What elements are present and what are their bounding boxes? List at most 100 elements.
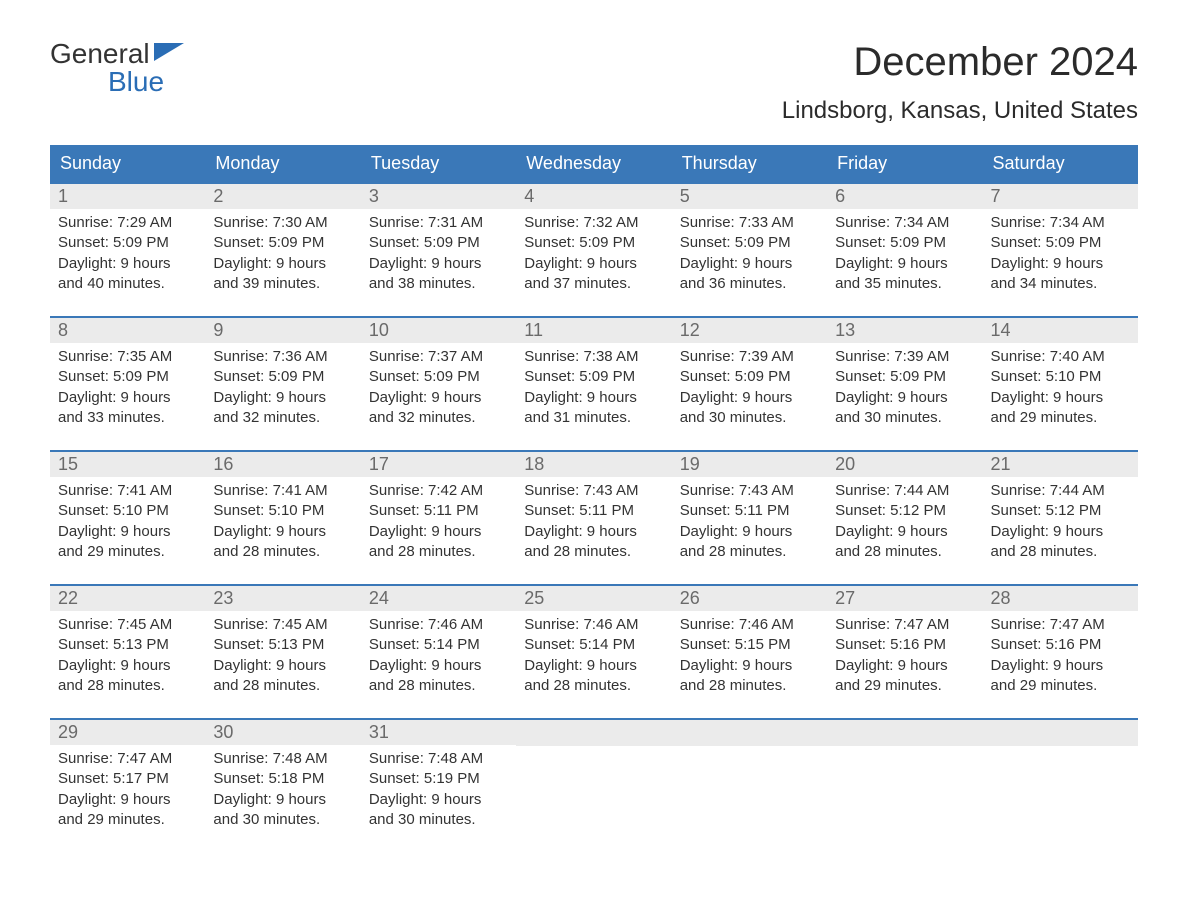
daylight-text-line2: and 32 minutes.	[213, 408, 352, 428]
day-number: 31	[361, 720, 516, 745]
sunset-text: Sunset: 5:14 PM	[369, 635, 508, 655]
day-content: Sunrise: 7:47 AMSunset: 5:17 PMDaylight:…	[50, 745, 205, 834]
day-content: Sunrise: 7:47 AMSunset: 5:16 PMDaylight:…	[827, 611, 982, 700]
daylight-text-line1: Daylight: 9 hours	[524, 656, 663, 676]
day-cell: 17Sunrise: 7:42 AMSunset: 5:11 PMDayligh…	[361, 452, 516, 582]
daylight-text-line2: and 28 minutes.	[213, 676, 352, 696]
daylight-text-line1: Daylight: 9 hours	[680, 656, 819, 676]
sunset-text: Sunset: 5:10 PM	[991, 367, 1130, 387]
day-cell: 28Sunrise: 7:47 AMSunset: 5:16 PMDayligh…	[983, 586, 1138, 716]
day-content: Sunrise: 7:48 AMSunset: 5:19 PMDaylight:…	[361, 745, 516, 834]
sunset-text: Sunset: 5:18 PM	[213, 769, 352, 789]
day-number: 27	[827, 586, 982, 611]
day-number: 15	[50, 452, 205, 477]
day-number: 4	[516, 184, 671, 209]
sunset-text: Sunset: 5:09 PM	[835, 367, 974, 387]
day-number: 16	[205, 452, 360, 477]
sunrise-text: Sunrise: 7:46 AM	[524, 615, 663, 635]
sunrise-text: Sunrise: 7:32 AM	[524, 213, 663, 233]
day-content: Sunrise: 7:31 AMSunset: 5:09 PMDaylight:…	[361, 209, 516, 298]
day-cell: 22Sunrise: 7:45 AMSunset: 5:13 PMDayligh…	[50, 586, 205, 716]
day-cell: 14Sunrise: 7:40 AMSunset: 5:10 PMDayligh…	[983, 318, 1138, 448]
day-content: Sunrise: 7:38 AMSunset: 5:09 PMDaylight:…	[516, 343, 671, 432]
daylight-text-line2: and 29 minutes.	[835, 676, 974, 696]
sunrise-text: Sunrise: 7:45 AM	[58, 615, 197, 635]
sunset-text: Sunset: 5:09 PM	[58, 367, 197, 387]
day-content: Sunrise: 7:29 AMSunset: 5:09 PMDaylight:…	[50, 209, 205, 298]
sunrise-text: Sunrise: 7:34 AM	[991, 213, 1130, 233]
daylight-text-line2: and 39 minutes.	[213, 274, 352, 294]
daylight-text-line1: Daylight: 9 hours	[991, 254, 1130, 274]
sunrise-text: Sunrise: 7:43 AM	[524, 481, 663, 501]
sunrise-text: Sunrise: 7:41 AM	[213, 481, 352, 501]
day-number: 22	[50, 586, 205, 611]
day-cell: 21Sunrise: 7:44 AMSunset: 5:12 PMDayligh…	[983, 452, 1138, 582]
sunrise-text: Sunrise: 7:37 AM	[369, 347, 508, 367]
daylight-text-line1: Daylight: 9 hours	[835, 522, 974, 542]
daylight-text-line1: Daylight: 9 hours	[991, 522, 1130, 542]
sunset-text: Sunset: 5:13 PM	[213, 635, 352, 655]
daylight-text-line1: Daylight: 9 hours	[213, 388, 352, 408]
day-number: 23	[205, 586, 360, 611]
day-cell: 2Sunrise: 7:30 AMSunset: 5:09 PMDaylight…	[205, 184, 360, 314]
daylight-text-line1: Daylight: 9 hours	[213, 254, 352, 274]
day-cell: 26Sunrise: 7:46 AMSunset: 5:15 PMDayligh…	[672, 586, 827, 716]
sunrise-text: Sunrise: 7:48 AM	[369, 749, 508, 769]
logo-top-line: General	[50, 40, 184, 68]
day-cell: 7Sunrise: 7:34 AMSunset: 5:09 PMDaylight…	[983, 184, 1138, 314]
empty-day-number	[672, 720, 827, 746]
day-content: Sunrise: 7:36 AMSunset: 5:09 PMDaylight:…	[205, 343, 360, 432]
daylight-text-line1: Daylight: 9 hours	[835, 254, 974, 274]
daylight-text-line2: and 29 minutes.	[991, 676, 1130, 696]
day-cell: 13Sunrise: 7:39 AMSunset: 5:09 PMDayligh…	[827, 318, 982, 448]
daylight-text-line1: Daylight: 9 hours	[369, 656, 508, 676]
day-number: 28	[983, 586, 1138, 611]
sunrise-text: Sunrise: 7:39 AM	[835, 347, 974, 367]
day-content: Sunrise: 7:46 AMSunset: 5:15 PMDaylight:…	[672, 611, 827, 700]
daylight-text-line2: and 30 minutes.	[369, 810, 508, 830]
daylight-text-line2: and 30 minutes.	[213, 810, 352, 830]
day-cell: 8Sunrise: 7:35 AMSunset: 5:09 PMDaylight…	[50, 318, 205, 448]
logo: General Blue	[50, 40, 184, 96]
daylight-text-line1: Daylight: 9 hours	[58, 656, 197, 676]
day-content: Sunrise: 7:40 AMSunset: 5:10 PMDaylight:…	[983, 343, 1138, 432]
logo-text-top: General	[50, 40, 150, 68]
sunrise-text: Sunrise: 7:29 AM	[58, 213, 197, 233]
day-cell: 10Sunrise: 7:37 AMSunset: 5:09 PMDayligh…	[361, 318, 516, 448]
daylight-text-line1: Daylight: 9 hours	[369, 790, 508, 810]
day-header-tuesday: Tuesday	[361, 145, 516, 182]
flag-icon	[154, 40, 184, 68]
sunrise-text: Sunrise: 7:45 AM	[213, 615, 352, 635]
sunrise-text: Sunrise: 7:33 AM	[680, 213, 819, 233]
daylight-text-line1: Daylight: 9 hours	[58, 388, 197, 408]
sunset-text: Sunset: 5:13 PM	[58, 635, 197, 655]
sunrise-text: Sunrise: 7:36 AM	[213, 347, 352, 367]
day-header-monday: Monday	[205, 145, 360, 182]
day-content: Sunrise: 7:34 AMSunset: 5:09 PMDaylight:…	[827, 209, 982, 298]
sunset-text: Sunset: 5:09 PM	[680, 367, 819, 387]
day-cell: 31Sunrise: 7:48 AMSunset: 5:19 PMDayligh…	[361, 720, 516, 850]
sunset-text: Sunset: 5:09 PM	[835, 233, 974, 253]
week-row: 8Sunrise: 7:35 AMSunset: 5:09 PMDaylight…	[50, 316, 1138, 448]
day-header-thursday: Thursday	[672, 145, 827, 182]
day-content: Sunrise: 7:45 AMSunset: 5:13 PMDaylight:…	[50, 611, 205, 700]
day-number: 12	[672, 318, 827, 343]
sunset-text: Sunset: 5:11 PM	[524, 501, 663, 521]
sunset-text: Sunset: 5:09 PM	[213, 367, 352, 387]
sunset-text: Sunset: 5:09 PM	[524, 367, 663, 387]
empty-day-cell	[983, 720, 1138, 850]
daylight-text-line2: and 28 minutes.	[524, 676, 663, 696]
daylight-text-line2: and 37 minutes.	[524, 274, 663, 294]
day-content: Sunrise: 7:41 AMSunset: 5:10 PMDaylight:…	[205, 477, 360, 566]
empty-day-number	[827, 720, 982, 746]
daylight-text-line2: and 28 minutes.	[58, 676, 197, 696]
sunset-text: Sunset: 5:09 PM	[524, 233, 663, 253]
daylight-text-line1: Daylight: 9 hours	[524, 522, 663, 542]
day-content: Sunrise: 7:46 AMSunset: 5:14 PMDaylight:…	[361, 611, 516, 700]
daylight-text-line1: Daylight: 9 hours	[680, 254, 819, 274]
day-number: 18	[516, 452, 671, 477]
daylight-text-line1: Daylight: 9 hours	[58, 254, 197, 274]
sunrise-text: Sunrise: 7:48 AM	[213, 749, 352, 769]
daylight-text-line1: Daylight: 9 hours	[991, 388, 1130, 408]
day-number: 20	[827, 452, 982, 477]
